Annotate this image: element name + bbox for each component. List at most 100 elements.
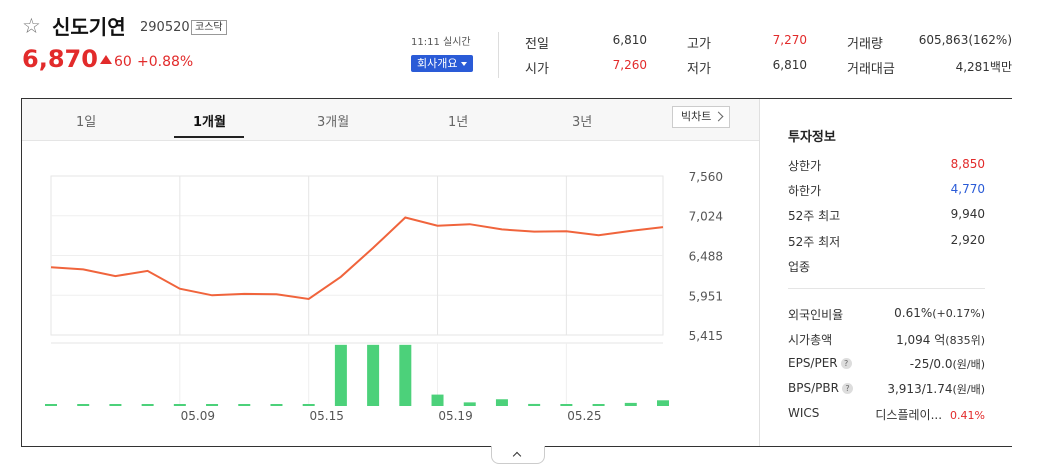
help-icon[interactable]: ? (841, 383, 853, 394)
tab-1day[interactable]: 1일 (76, 115, 97, 130)
quote-label-high: 고가 (687, 37, 711, 52)
invest-value: 9,940 (950, 207, 985, 221)
investment-info-panel (759, 99, 1012, 446)
invest-label: 52주 최저 (788, 235, 841, 249)
active-tab-indicator (174, 136, 244, 138)
x-tick-label: 05.19 (438, 409, 472, 423)
invest-value-sub: (원/배) (952, 358, 985, 371)
quote-value-low: 6,810 (772, 58, 807, 72)
company-overview-label: 회사개요 (417, 57, 458, 70)
invest-label: 외국인비율 (788, 306, 843, 323)
invest-value: 4,770 (950, 182, 985, 196)
quote-label-trade-value: 거래대금 (847, 62, 895, 77)
period-tab-bar (22, 99, 759, 141)
invest-label: 업종 (788, 260, 811, 274)
volume-bar (431, 394, 444, 406)
tab-1month[interactable]: 1개월 (193, 115, 226, 130)
volume-bar (270, 404, 283, 406)
invest-label-text: 시가총액 (788, 333, 833, 347)
invest-label-text: 외국인비율 (788, 308, 844, 322)
x-tick-label: 05.15 (310, 409, 344, 423)
invest-divider (788, 288, 985, 289)
volume-bar (206, 404, 219, 406)
invest-value-main: 디스플레이... (875, 408, 943, 422)
volume-bar (463, 402, 476, 406)
volume-bar (109, 404, 122, 406)
current-price: 6,870 (22, 45, 98, 73)
volume-bar (45, 404, 57, 406)
y-tick-label: 5,415 (689, 329, 723, 343)
invest-value-main: 3,913/1.74 (887, 382, 953, 396)
quote-label-open: 시가 (525, 62, 549, 77)
invest-value: 8,850 (950, 157, 985, 171)
invest-value-main: -25/0.0 (909, 357, 953, 371)
x-tick-label: 05.09 (181, 409, 215, 423)
volume-bar (624, 402, 637, 406)
invest-label-text: WICS (788, 406, 820, 420)
invest-label: EPS/PER? (788, 356, 852, 370)
y-tick-label: 6,488 (689, 249, 723, 263)
invest-value-sub: (835위) (945, 334, 985, 347)
y-tick-label: 7,560 (689, 170, 723, 184)
tab-3month[interactable]: 3개월 (317, 115, 350, 130)
volume-bar (560, 404, 573, 406)
invest-label: BPS/PBR? (788, 381, 853, 395)
big-chart-label: 빅차트 (681, 110, 712, 123)
chevron-up-icon (512, 451, 522, 461)
volume-bar (77, 404, 90, 406)
invest-value: -25/0.0(원/배) (850, 356, 985, 372)
volume-bar (399, 344, 412, 406)
volume-bar (528, 403, 541, 406)
volume-bar (495, 399, 508, 406)
header-divider (498, 32, 499, 78)
stock-name: 신도기연 (52, 15, 126, 39)
invest-value-main: 1,094 억 (896, 333, 946, 347)
stock-code: 290520 (140, 20, 190, 35)
volume-bar (302, 404, 315, 406)
volume-bar (173, 404, 186, 406)
company-overview-button[interactable]: 회사개요 (411, 55, 474, 72)
quote-label-volume: 거래량 (847, 37, 883, 52)
quote-value-volume: 605,863(162%) (918, 33, 1012, 47)
help-icon[interactable]: ? (840, 358, 852, 369)
price-change: 60 (114, 54, 132, 70)
price-change-rate: +0.88% (137, 54, 194, 70)
invest-value: 0.61%(+0.17%) (850, 306, 985, 320)
tab-3year[interactable]: 3년 (572, 115, 593, 130)
y-tick-label: 7,024 (689, 210, 723, 224)
invest-label: 시가총액 (788, 331, 832, 348)
invest-label-text: BPS/PBR (788, 381, 839, 395)
invest-label: WICS (788, 406, 819, 420)
quote-value-high: 7,270 (772, 33, 807, 47)
quote-value-prev-close: 6,810 (612, 33, 647, 47)
invest-value-sub: 0.41% (950, 409, 985, 422)
invest-value: 디스플레이... 0.41% (850, 406, 985, 423)
market-badge: 코스닥 (191, 20, 227, 35)
invest-value: 2,920 (950, 233, 985, 247)
update-time: 11:11 실시간 (411, 37, 471, 48)
invest-value-sub: (원/배) (952, 383, 985, 396)
volume-bar (592, 404, 605, 406)
volume-bar (367, 344, 380, 406)
volume-bar (141, 404, 154, 406)
volume-bar (657, 400, 669, 406)
price-line (50, 216, 664, 301)
investment-info-title: 투자정보 (788, 130, 836, 145)
collapse-button[interactable] (491, 446, 545, 464)
dropdown-caret-icon (461, 62, 468, 66)
big-chart-button[interactable]: 빅차트 (672, 106, 730, 128)
invest-value-main: 0.61% (894, 306, 933, 320)
up-arrow-icon (100, 55, 112, 64)
invest-label-text: EPS/PER (788, 356, 838, 370)
quote-value-open: 7,260 (612, 58, 647, 72)
favorite-star-icon[interactable]: ☆ (22, 14, 41, 38)
quote-label-prev-close: 전일 (525, 37, 549, 52)
volume-bar (238, 404, 251, 406)
invest-label: 52주 최고 (788, 209, 841, 223)
volume-bar (334, 344, 347, 406)
tab-1year[interactable]: 1년 (448, 115, 469, 130)
x-tick-label: 05.25 (567, 409, 601, 423)
invest-value-sub: (+0.17%) (932, 307, 985, 320)
price-chart[interactable]: 7,560 7,024 6,488 5,951 5,415 05.09 05.15 05.19… (0, 0, 760, 446)
invest-value: 1,094 억(835위) (850, 331, 985, 348)
